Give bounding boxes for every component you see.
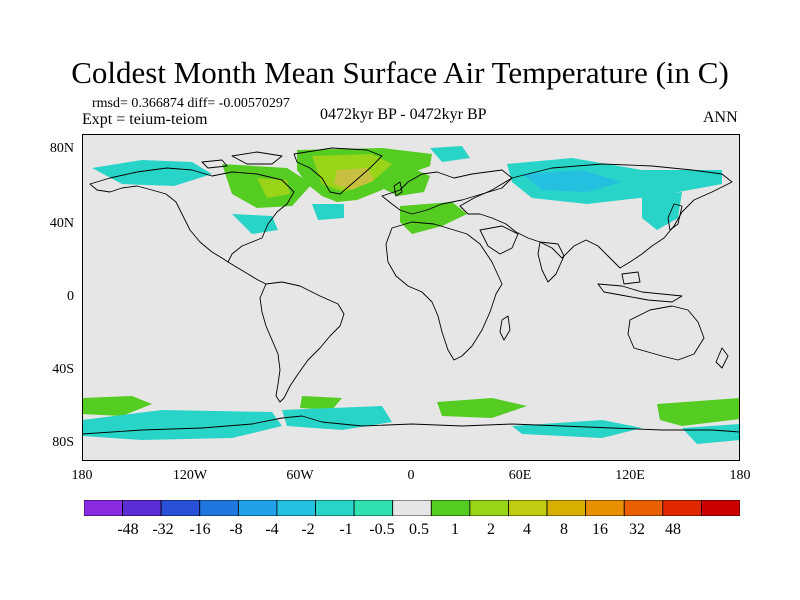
- map-border: [82, 134, 740, 461]
- colorbar-box: [199, 500, 239, 516]
- anomaly-canada-core: [257, 178, 290, 198]
- coast-europe: [381, 169, 513, 215]
- colorbar-box: [662, 500, 702, 516]
- coastlines: [82, 147, 740, 435]
- coast-india: [537, 241, 565, 283]
- x-tick-60w: 60W: [286, 468, 314, 483]
- colorbar-label: -48: [117, 521, 139, 538]
- anomaly-fields: [82, 146, 740, 444]
- colorbar-box: [122, 500, 162, 516]
- colorbar-label: -0.5: [369, 521, 395, 538]
- anomaly-south-pacific-pos: [657, 398, 740, 426]
- chart-title: Coldest Month Mean Surface Air Temperatu…: [71, 55, 729, 90]
- stats-line: rmsd= 0.366874 diff= -0.00570297: [92, 96, 290, 111]
- anomaly-antarctic-neg-east: [512, 420, 642, 438]
- anomaly-scandinavia-pos: [382, 168, 430, 196]
- colorbar-label: -8: [229, 521, 243, 538]
- coast-new-zealand: [715, 347, 729, 369]
- expt-line: Expt = teium-teiom: [82, 111, 208, 128]
- y-tick-80n: 80N: [49, 141, 74, 156]
- colorbar-box: [469, 500, 509, 516]
- x-tick-120e: 120E: [615, 468, 645, 483]
- colorbar-box: [430, 500, 471, 516]
- colorbar-label: -2: [301, 521, 315, 538]
- colorbar-label: 1: [451, 521, 459, 538]
- coast-japan: [667, 203, 683, 231]
- colorbar-box: [585, 500, 625, 516]
- colorbar-label: 4: [523, 521, 531, 538]
- colorbar-label: -4: [265, 521, 279, 538]
- colorbar-label: -1: [339, 521, 353, 538]
- colorbar-box: [392, 500, 432, 516]
- colorbar-box: [546, 500, 587, 516]
- x-tick-180e: 180: [729, 468, 751, 483]
- y-tick-80s: 80S: [52, 435, 74, 450]
- coast-australia: [627, 305, 705, 361]
- colorbar-label: 2: [487, 521, 495, 538]
- anomaly-mediterranean-pos: [400, 202, 467, 234]
- anomaly-antarctic-neg-west: [82, 410, 282, 440]
- colorbar-label: 0.5: [409, 521, 429, 538]
- season-label: ANN: [703, 109, 738, 126]
- colorbar-box: [84, 500, 123, 516]
- coast-madagascar: [499, 315, 511, 341]
- x-tick-180w: 180: [71, 468, 93, 483]
- coast-africa: [385, 221, 503, 361]
- colorbar-label: 32: [629, 521, 645, 538]
- colorbar-box: [237, 500, 278, 516]
- anomaly-alaska-neg: [92, 160, 212, 186]
- colorbar-label: 16: [592, 521, 608, 538]
- period-line: 0472kyr BP - 0472kyr BP: [320, 106, 487, 123]
- x-tick-120w: 120W: [172, 468, 208, 483]
- y-tick-40s: 40S: [52, 362, 74, 377]
- colorbar-box: [623, 500, 664, 516]
- coast-antarctica: [82, 415, 740, 435]
- anomaly-siberia-core: [522, 170, 622, 192]
- coast-central-america: [227, 261, 267, 285]
- coast-asia: [459, 163, 733, 269]
- map-panel: [82, 134, 740, 461]
- anomaly-southern-ocean-pos: [82, 396, 152, 416]
- coast-south-america: [259, 281, 345, 403]
- colorbar-box: [315, 500, 355, 516]
- colorbar-label: 8: [560, 521, 568, 538]
- anomaly-antarctic-neg-ross: [682, 424, 740, 444]
- anomaly-south-atlantic-pos: [300, 396, 342, 410]
- colorbar: [84, 500, 740, 516]
- colorbar-label: -32: [152, 521, 174, 538]
- coast-greenland: [293, 147, 383, 195]
- y-tick-40n: 40N: [49, 216, 74, 231]
- colorbar-label: -16: [189, 521, 211, 538]
- coast-indonesia: [597, 271, 683, 303]
- anomaly-south-indian-pos: [437, 398, 527, 418]
- colorbar-box: [160, 500, 201, 516]
- anomaly-arctic-neg: [430, 146, 470, 162]
- coast-uk: [393, 181, 403, 197]
- anomaly-antarctic-neg-atl: [282, 406, 392, 430]
- x-tick-0: 0: [407, 468, 415, 483]
- x-tick-60e: 60E: [508, 468, 532, 483]
- anomaly-west-atlantic-neg: [312, 204, 344, 220]
- colorbar-label: 48: [665, 521, 681, 538]
- colorbar-box: [508, 500, 548, 516]
- colorbar-box: [276, 500, 316, 516]
- anomaly-us-neg: [232, 214, 278, 234]
- coast-arabia: [479, 225, 519, 255]
- coast-arctic-islands: [201, 151, 283, 169]
- colorbar-box: [701, 500, 740, 516]
- anomaly-eastasia-neg: [642, 192, 682, 230]
- colorbar-box: [353, 500, 394, 516]
- y-tick-0: 0: [67, 289, 74, 304]
- coast-north-america: [89, 167, 295, 263]
